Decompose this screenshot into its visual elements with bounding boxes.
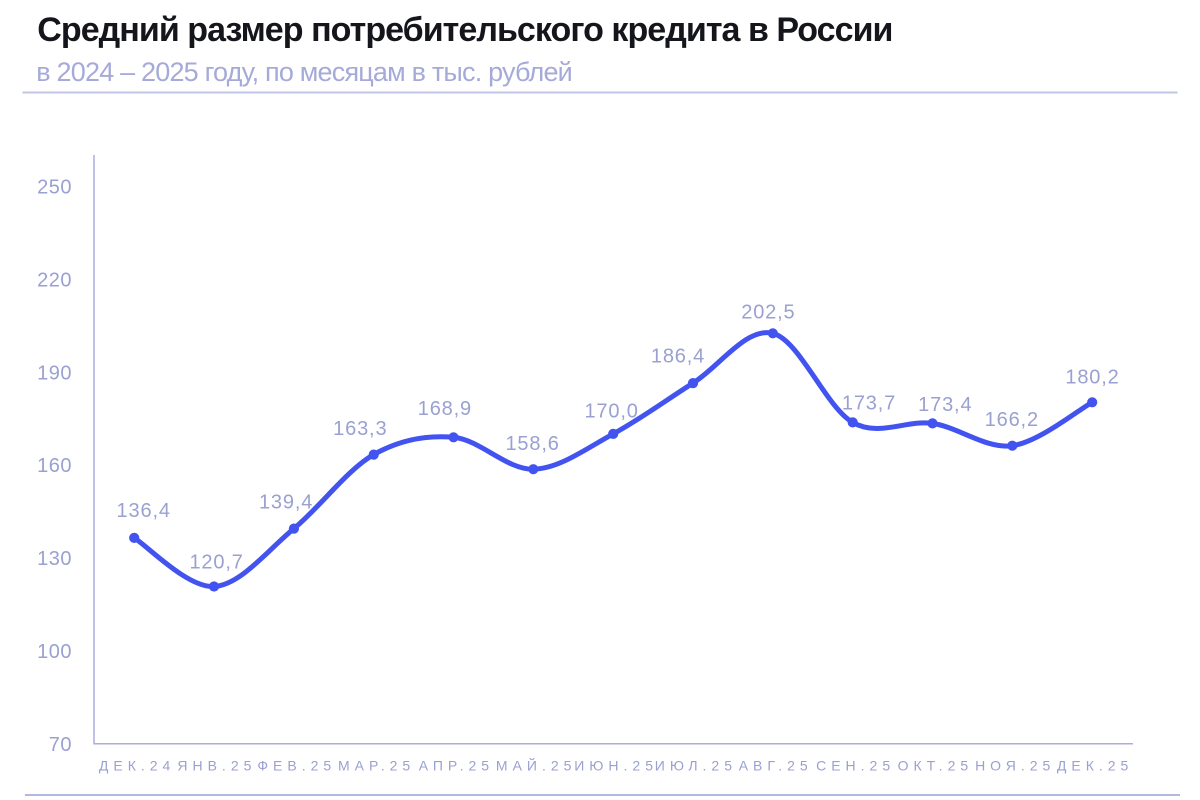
svg-text:190: 190 (37, 362, 72, 384)
svg-text:АПР.25: АПР.25 (419, 757, 494, 773)
svg-text:СЕН.25: СЕН.25 (816, 757, 895, 773)
svg-text:МАР.25: МАР.25 (338, 757, 415, 773)
svg-text:ЯНВ.25: ЯНВ.25 (177, 757, 256, 773)
svg-text:АВГ.25: АВГ.25 (739, 757, 813, 773)
svg-text:70: 70 (49, 734, 72, 756)
svg-text:ОКТ.25: ОКТ.25 (898, 757, 974, 773)
svg-text:250: 250 (37, 177, 72, 199)
svg-text:Средний размер потребительског: Средний размер потребительского кредита … (37, 11, 892, 49)
svg-text:220: 220 (37, 269, 72, 291)
svg-text:120,7: 120,7 (189, 551, 243, 573)
svg-text:139,4: 139,4 (259, 492, 313, 514)
svg-text:180,2: 180,2 (1065, 366, 1119, 388)
svg-text:160: 160 (37, 455, 72, 477)
svg-text:МАЙ.25: МАЙ.25 (496, 756, 577, 773)
svg-text:158,6: 158,6 (505, 433, 559, 455)
svg-text:173,7: 173,7 (842, 393, 896, 415)
svg-text:ДЕК.25: ДЕК.25 (1057, 757, 1133, 773)
svg-text:НОЯ.25: НОЯ.25 (975, 757, 1055, 773)
svg-text:136,4: 136,4 (117, 500, 171, 522)
svg-text:130: 130 (37, 548, 72, 570)
svg-text:в 2024 – 2025 году, по месяцам: в 2024 – 2025 году, по месяцам в тыс. ру… (36, 57, 572, 87)
svg-text:186,4: 186,4 (651, 345, 705, 367)
svg-text:168,9: 168,9 (418, 398, 472, 420)
svg-text:166,2: 166,2 (985, 409, 1039, 431)
svg-text:163,3: 163,3 (333, 418, 387, 440)
svg-text:170,0: 170,0 (584, 401, 638, 423)
svg-text:ИЮН.25: ИЮН.25 (574, 757, 658, 773)
svg-text:ДЕК.24: ДЕК.24 (99, 757, 175, 773)
svg-text:ИЮЛ.25: ИЮЛ.25 (655, 757, 737, 773)
svg-text:173,4: 173,4 (918, 394, 972, 416)
svg-text:202,5: 202,5 (741, 301, 795, 323)
svg-text:ФЕВ.25: ФЕВ.25 (257, 757, 336, 773)
svg-text:100: 100 (37, 641, 72, 663)
